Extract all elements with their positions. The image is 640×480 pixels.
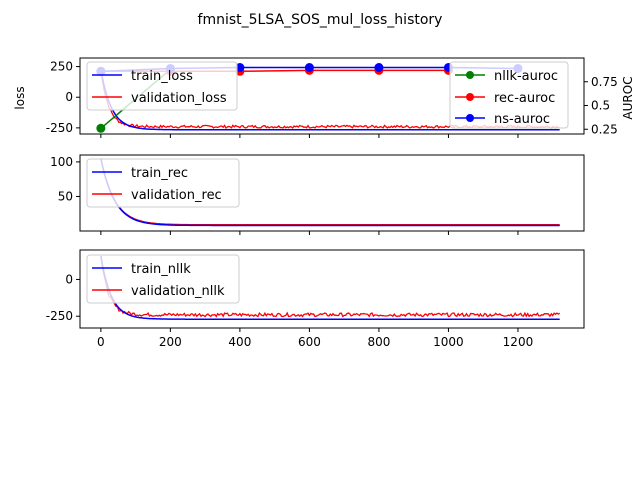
top-axes: 250 0 -250 0.75 0.5 0.25 loss AUROC train_los…	[13, 57, 635, 138]
train-loss-line	[100, 68, 560, 131]
top-axes-frame	[79, 57, 585, 135]
legend-label-validation-nllk: validation_nllk	[131, 284, 225, 299]
top-ticks-group: 250 0 -250 0.75 0.5 0.25	[46, 60, 618, 138]
bot-xtick-label-3: 600	[298, 335, 321, 349]
top-y2label: AUROC	[621, 76, 635, 119]
top-auroc-ytick-label-0: 0.75	[591, 75, 618, 89]
middle-legend-frame	[86, 158, 240, 208]
legend-label-train-rec: train_rec	[131, 166, 188, 181]
legend-label-validation-rec: validation_rec	[131, 188, 222, 203]
bottom-legend: train_nllk validation_nllk	[86, 254, 240, 304]
validation-nllk-line	[100, 256, 561, 318]
legend-label-validation-loss: validation_loss	[131, 91, 227, 106]
mid-ytick-label-1: 50	[58, 189, 73, 203]
bot-xtick-label-2: 400	[228, 335, 251, 349]
nllk-auroc-point-0	[96, 123, 106, 133]
ns-auroc-point-4	[374, 63, 384, 72]
top-left-legend-frame	[86, 61, 238, 111]
bottom-axes-frame	[79, 249, 585, 329]
bot-xtick-label-4: 800	[367, 335, 390, 349]
legend-label-train-loss: train_loss	[131, 69, 193, 84]
top-ytick-label-2: -250	[46, 121, 73, 135]
top-right-legend-frame	[449, 61, 569, 129]
bot-xtick-label-1: 200	[159, 335, 182, 349]
top-left-legend: train_loss validation_loss	[86, 61, 238, 111]
legend-label-train-nllk: train_nllk	[131, 262, 191, 277]
bot-xtick-label-0: 0	[97, 335, 105, 349]
bot-xtick-label-5: 1000	[433, 335, 464, 349]
train-rec-line	[100, 158, 560, 227]
legend-marker-nllk-auroc	[466, 71, 474, 79]
bottom-legend-frame	[86, 254, 240, 304]
legend-label-ns-auroc: ns-auroc	[494, 112, 550, 127]
middle-legend: train_rec validation_rec	[86, 158, 240, 208]
ns-auroc-point-3	[304, 63, 314, 72]
legend-label-nllk-auroc: nllk-auroc	[494, 69, 558, 84]
top-right-legend: nllk-auroc rec-auroc ns-auroc	[449, 61, 569, 129]
bottom-ticks-group: 0 -250 0 200 400 600 800 1000 1200	[46, 272, 533, 349]
top-ytick-label-0: 250	[50, 60, 73, 74]
legend-marker-ns-auroc	[466, 114, 474, 122]
figure-title: fmnist_5LSA_SOS_mul_loss_history	[198, 12, 443, 28]
mid-ytick-label-0: 100	[50, 155, 73, 169]
ns-auroc-point-2	[235, 63, 245, 72]
top-ytick-label-1: 0	[65, 90, 73, 104]
bottom-axes: 0 -250 0 200 400 600 800 1000 1200 train_nllk va…	[46, 249, 585, 349]
middle-series-group	[100, 158, 560, 227]
bottom-series-group	[100, 255, 561, 320]
legend-marker-rec-auroc	[466, 93, 474, 101]
middle-axes-frame	[79, 154, 585, 232]
bot-ytick-label-0: 0	[65, 272, 73, 286]
top-ylabel: loss	[13, 86, 27, 109]
middle-ticks-group: 100 50	[50, 155, 519, 235]
bot-ytick-label-1: -250	[46, 309, 73, 323]
legend-label-rec-auroc: rec-auroc	[494, 91, 555, 106]
bot-xtick-label-6: 1200	[503, 335, 534, 349]
top-auroc-ytick-label-2: 0.25	[591, 122, 618, 136]
middle-axes: 100 50 train_rec validation_rec	[50, 154, 585, 235]
top-auroc-ytick-label-1: 0.5	[591, 99, 610, 113]
train-nllk-line	[100, 255, 560, 320]
